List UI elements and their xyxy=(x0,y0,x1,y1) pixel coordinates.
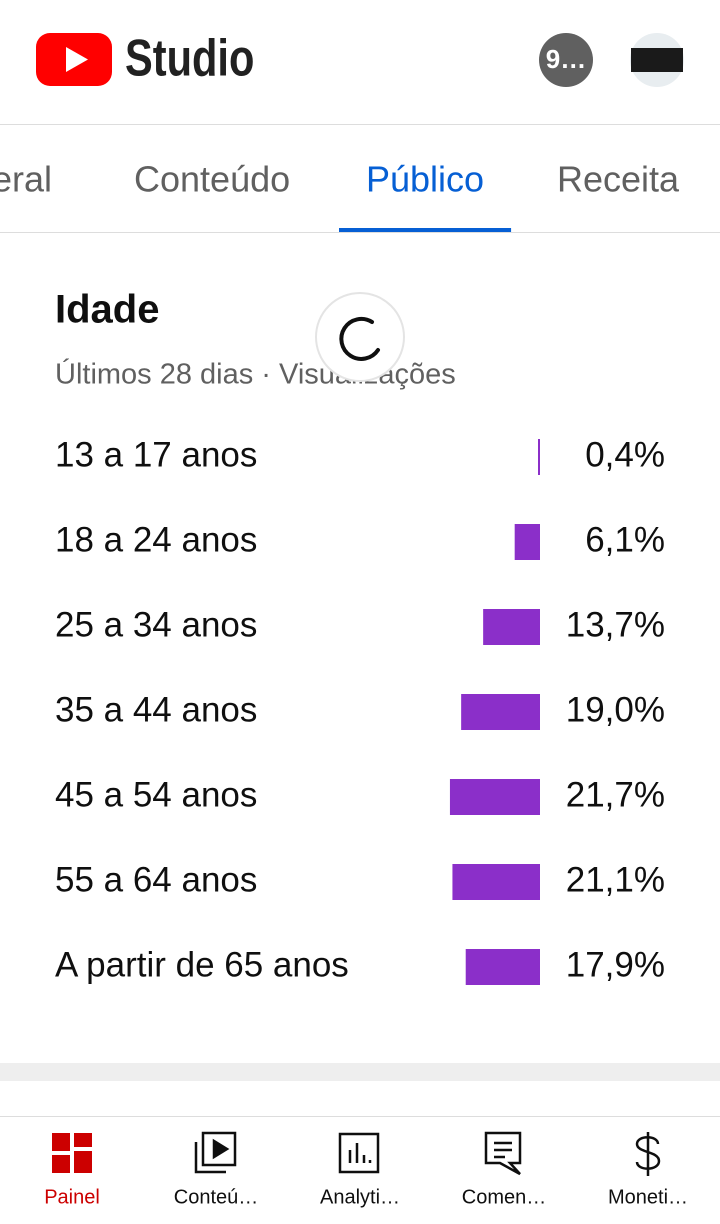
nav-icon xyxy=(338,1132,380,1174)
bar xyxy=(452,864,540,900)
nav-icon xyxy=(194,1131,237,1174)
avatar-image xyxy=(631,48,683,72)
value-label: 6,1% xyxy=(585,520,665,559)
chart-title: Idade xyxy=(55,288,159,332)
category-label: 35 a 44 anos xyxy=(55,690,257,729)
nav-label[interactable]: Analyti… xyxy=(320,1186,400,1208)
nav-label[interactable]: Conteú… xyxy=(174,1186,259,1208)
chart: 13 a 17 anos 0,4% 18 a 24 anos 6,1% 25 a 34 … xyxy=(55,435,665,985)
badge-text: 9… xyxy=(546,44,586,74)
nav-label[interactable]: Comen… xyxy=(462,1186,546,1208)
bar xyxy=(538,439,540,475)
value-label: 21,7% xyxy=(566,775,665,814)
bar xyxy=(514,524,540,560)
nav-icon xyxy=(484,1131,522,1176)
value-label: 17,9% xyxy=(566,945,665,984)
value-label: 21,1% xyxy=(566,860,665,899)
brand: Studio xyxy=(125,28,254,87)
category-label: 25 a 34 anos xyxy=(55,605,257,644)
nav-icon xyxy=(52,1133,92,1173)
category-label: 55 a 64 anos xyxy=(55,860,257,899)
tab[interactable]: Receita xyxy=(557,159,680,200)
bar xyxy=(461,694,540,730)
bottom-nav: Painel Conteú… Analyti… Comen… Moneti… xyxy=(44,1186,688,1208)
value-label: 13,7% xyxy=(566,605,665,644)
value-label: 0,4% xyxy=(585,435,665,474)
category-label: A partir de 65 anos xyxy=(55,945,349,984)
tab-indicator xyxy=(339,228,512,232)
bar xyxy=(483,609,540,645)
value-label: 19,0% xyxy=(566,690,665,729)
tab[interactable]: Conteúdo xyxy=(134,159,290,200)
bar xyxy=(449,779,540,815)
category-label: 13 a 17 anos xyxy=(55,435,257,474)
tab-bar: geral Conteúdo Público Receita xyxy=(0,159,680,232)
spinner-arc xyxy=(339,316,380,361)
nav-label[interactable]: Moneti… xyxy=(608,1186,688,1208)
bar xyxy=(465,949,540,985)
nav-icon xyxy=(635,1132,661,1176)
notification-badge[interactable] xyxy=(539,33,593,87)
category-label: 18 a 24 anos xyxy=(55,520,257,559)
logo-play xyxy=(66,47,88,72)
category-label: 45 a 54 anos xyxy=(55,775,257,814)
nav-label[interactable]: Painel xyxy=(44,1186,100,1208)
tab[interactable]: geral xyxy=(0,159,52,200)
spinner xyxy=(315,292,405,382)
section-gap xyxy=(0,1063,720,1081)
tab[interactable]: Público xyxy=(366,159,484,200)
logo[interactable]: Studio xyxy=(36,28,254,87)
